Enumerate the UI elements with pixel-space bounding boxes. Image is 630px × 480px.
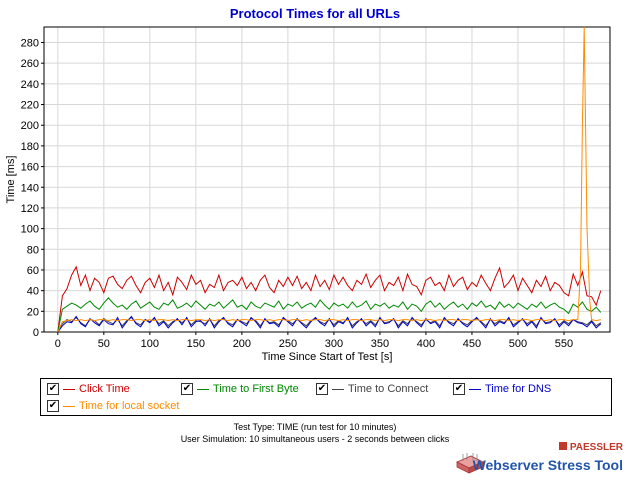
y-tick-label: 120 [21,203,39,215]
legend-label: Time for DNS [485,383,552,395]
x-tick-label: 150 [187,338,205,350]
x-tick-label: 100 [141,338,159,350]
x-tick-label: 300 [325,338,343,350]
y-tick-label: 200 [21,120,39,132]
legend-label: Time to Connect [348,383,429,395]
x-tick-label: 400 [417,338,435,350]
y-tick-label: 160 [21,162,39,174]
checkbox-local-socket[interactable]: ✔ [47,400,59,412]
chart-plot: 0 20 40 60 80 100 120 140 160 180 200 220 240 260 280 0… [5,26,611,363]
y-tick-label: 240 [21,79,39,91]
y-tick-label: 40 [27,286,39,298]
y-tick-label: 220 [21,100,39,112]
y-tick-label: 260 [21,58,39,70]
y-tick-label: 60 [27,265,39,277]
swatch-local-socket [63,405,75,407]
company-name: PAESSLER [558,442,623,453]
paessler-mark-icon [558,442,567,450]
checkbox-dns[interactable]: ✔ [453,383,465,395]
legend-label: Time for local socket [79,400,180,412]
y-tick-label: 100 [21,224,39,236]
chart-title: Protocol Times for all URLs [229,6,401,21]
x-axis-label: Time Since Start of Test [s] [262,351,393,363]
legend-item-click-time[interactable]: ✔ Click Time [47,381,130,397]
user-simulation-text: User Simulation: 10 simultaneous users -… [180,434,450,444]
legend-label: Time to First Byte [213,383,299,395]
swatch-first-byte [197,388,209,390]
legend-label: Click Time [79,383,130,395]
x-tick-label: 450 [463,338,481,350]
legend-item-local-socket[interactable]: ✔ Time for local socket [47,398,179,414]
y-tick-label: 140 [21,182,39,194]
x-tick-label: 500 [509,338,527,350]
plot-area [44,27,610,332]
product-name: Webserver Stress Tool [472,457,623,473]
y-tick-label: 20 [27,306,39,318]
x-tick-label: 350 [371,338,389,350]
x-tick-label: 0 [55,338,61,350]
x-tick-label: 50 [98,338,110,350]
swatch-connect [332,388,344,390]
checkbox-click-time[interactable]: ✔ [47,383,59,395]
swatch-click-time [63,388,75,390]
series-line-0 [57,265,602,332]
y-tick-label: 80 [27,244,39,256]
test-type-text: Test Type: TIME (run test for 10 minutes… [233,422,397,432]
swatch-dns [469,388,481,390]
x-tick-label: 550 [555,338,573,350]
series-line-4 [57,27,601,332]
legend-item-first-byte[interactable]: ✔ Time to First Byte [181,381,299,397]
legend-item-connect[interactable]: ✔ Time to Connect [316,381,428,397]
brand-logo-block: PAESSLER Webserver Stress Tool [455,440,625,476]
checkbox-connect[interactable]: ✔ [316,383,328,395]
y-axis-label: Time [ms] [5,156,17,204]
legend-item-dns[interactable]: ✔ Time for DNS [453,381,551,397]
company-label: PAESSLER [569,442,623,453]
plot-frame [43,26,611,333]
series-line-1 [57,297,602,332]
checkbox-first-byte[interactable]: ✔ [181,383,193,395]
y-tick-label: 280 [21,38,39,50]
x-tick-label: 200 [233,338,251,350]
stress-tool-logo-icon [456,453,484,474]
y-tick-label: 180 [21,141,39,153]
y-tick-label: 0 [33,327,39,339]
legend: ✔ Click Time ✔ Time to First Byte ✔ Time… [40,378,612,416]
x-tick-label: 250 [279,338,297,350]
